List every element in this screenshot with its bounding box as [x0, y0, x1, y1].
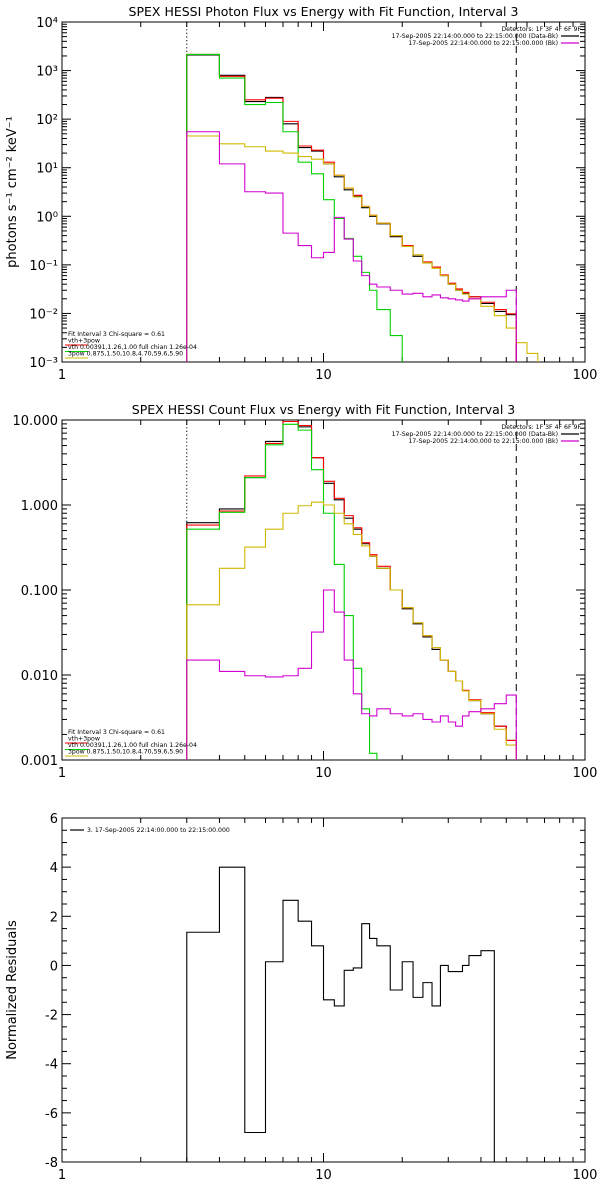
legend-entry-text: 17-Sep-2005 22:14:00.000 to 22:15:00.000…	[392, 431, 558, 438]
legend-entry-text: Detectors: 1F 3F 4F 6F 9F	[501, 424, 581, 431]
series-line-1	[186, 54, 517, 362]
legend-entry-text: vth 0.00391,1.26,1.00 full chian 1.26e-0…	[68, 344, 197, 351]
y-tick-label: 10⁻²	[29, 307, 58, 322]
series-line-1	[186, 420, 517, 760]
y-tick-label: -8	[45, 1156, 58, 1171]
x-tick-label: 1	[58, 368, 66, 383]
x-tick-label: 1	[58, 1168, 66, 1183]
y-tick-label: 0.001	[21, 754, 58, 769]
x-tick-label: 1	[58, 766, 66, 781]
x-tick-label: 10	[315, 1168, 332, 1183]
y-tick-label: 10¹	[36, 162, 58, 177]
x-tick-label: 10	[315, 766, 332, 781]
x-tick-label: 100	[573, 766, 598, 781]
series-line-4	[186, 135, 539, 362]
chart-title: SPEX HESSI Count Flux vs Energy with Fit…	[132, 402, 515, 417]
series-line-5	[186, 589, 517, 760]
y-tick-label: 10³	[36, 65, 58, 80]
y-tick-label: 10⁴	[36, 16, 58, 31]
legend-entry-text: vth+3pow	[68, 338, 100, 345]
y-tick-label: -4	[45, 1058, 58, 1073]
chart-panel-3: 1 10 100 -8 -6 -4 -2 0 2 4 6 Normalized Residuals 3.…	[5, 812, 598, 1183]
x-tick-label: 10	[315, 368, 332, 383]
series-line-3	[186, 53, 403, 362]
series-line-5	[186, 131, 517, 362]
y-tick-label: 0.100	[21, 584, 58, 599]
y-tick-label: 2	[50, 910, 58, 925]
y-tick-label: 10⁻¹	[29, 259, 58, 274]
x-tick-label: 100	[573, 368, 598, 383]
legend-entry-text: vth+3pow	[68, 736, 100, 743]
y-tick-label: 4	[50, 861, 58, 876]
y-tick-label: 0.010	[21, 669, 58, 684]
series-group	[186, 420, 517, 760]
series-line-4	[186, 501, 517, 760]
legend-entry-text: 17-Sep-2005 22:14:00.000 to 22:15:00.000…	[408, 438, 558, 445]
series-group	[186, 866, 495, 1162]
y-tick-label: 10²	[36, 113, 58, 128]
legend-entry-text: 3. 17-Sep-2005 22:14:00.000 to 22:15:00.…	[87, 827, 230, 834]
y-axis-label: photons s⁻¹ cm⁻² keV⁻¹	[5, 116, 20, 268]
y-tick-label: 10⁰	[36, 210, 58, 225]
chart-title: SPEX HESSI Photon Flux vs Energy with Fi…	[129, 4, 519, 19]
y-tick-label: 0	[50, 959, 58, 974]
legend-entry-text: 3pow 0.875,1.50,10.8,4.70,59.6,5.90	[68, 749, 183, 756]
legend-entry-text: Detectors: 1F 3F 4F 6F 9F	[501, 26, 581, 33]
series-line-1	[186, 866, 495, 1162]
series-line-2	[186, 420, 517, 760]
legend-entry-text: 3pow 0.875,1.50,10.8,4.70,59.6,5.90	[68, 351, 183, 358]
y-tick-label: 6	[50, 812, 58, 827]
series-line-2	[186, 53, 517, 362]
series-line-3	[186, 423, 378, 760]
series-group	[186, 53, 539, 362]
legend-entry-text: Fit Interval 3 Chi-square = 0.61	[68, 729, 165, 736]
x-tick-label: 100	[573, 1168, 598, 1183]
legend-entry-text: 17-Sep-2005 22:14:00.000 to 22:15:00.000…	[392, 33, 558, 40]
y-tick-label: -6	[45, 1107, 58, 1122]
legend-entry-text: 17-Sep-2005 22:14:00.000 to 22:15:00.000…	[408, 40, 558, 47]
y-tick-label: 1.000	[21, 499, 58, 514]
legend-entry-text: vth 0.00391,1.26,1.00 full chian 1.26e-0…	[68, 742, 197, 749]
chart-panel-1: SPEX HESSI Photon Flux vs Energy with Fi…	[5, 4, 597, 383]
y-tick-label: -2	[45, 1009, 58, 1024]
legend-entry-text: Fit Interval 3 Chi-square = 0.61	[68, 331, 165, 338]
y-tick-label: 10.000	[13, 414, 59, 429]
y-tick-label: 10⁻³	[29, 356, 58, 371]
chart-panel-2: SPEX HESSI Count Flux vs Energy with Fit…	[13, 402, 598, 781]
y-axis-label: Normalized Residuals	[5, 920, 20, 1060]
